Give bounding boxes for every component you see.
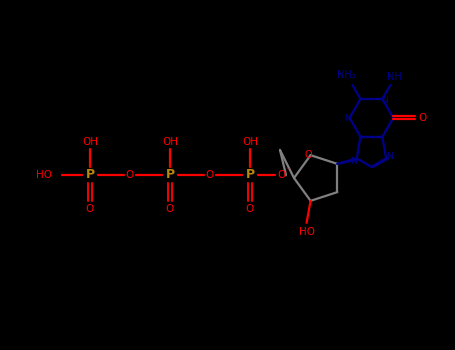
Text: N: N xyxy=(344,114,351,124)
Text: O: O xyxy=(166,204,174,214)
Text: O: O xyxy=(86,204,94,214)
Text: O: O xyxy=(305,150,313,160)
Text: NH₂: NH₂ xyxy=(337,70,356,80)
Text: O: O xyxy=(418,113,426,123)
Text: OH: OH xyxy=(82,137,98,147)
Text: NH: NH xyxy=(388,72,402,82)
Text: ⁻: ⁻ xyxy=(286,166,290,175)
Text: OH: OH xyxy=(242,137,258,147)
Text: O: O xyxy=(277,170,285,180)
Text: N: N xyxy=(381,96,388,105)
Text: N: N xyxy=(386,152,393,161)
Text: HO: HO xyxy=(36,170,52,180)
Text: HO: HO xyxy=(298,227,314,237)
Text: P: P xyxy=(166,168,175,182)
Text: O: O xyxy=(246,204,254,214)
Text: O: O xyxy=(206,170,214,180)
Text: OH: OH xyxy=(162,137,178,147)
Text: P: P xyxy=(86,168,95,182)
Text: O: O xyxy=(126,170,134,180)
Text: N: N xyxy=(350,157,357,166)
Text: P: P xyxy=(245,168,254,182)
